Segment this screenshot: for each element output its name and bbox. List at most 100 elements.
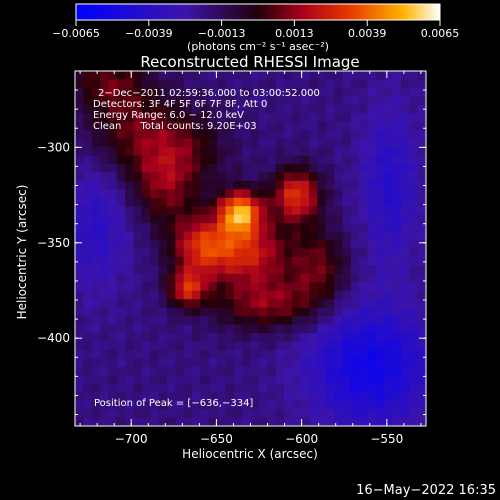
heatmap-cell (133, 223, 143, 233)
heatmap-cell (150, 155, 160, 165)
heatmap-cell (309, 409, 318, 419)
heatmap-cell (258, 231, 268, 241)
heatmap-cell (417, 417, 426, 426)
heatmap-cell (91, 265, 101, 275)
heatmap-cell (233, 240, 243, 250)
heatmap-cell (400, 113, 410, 123)
colorbar-ticks: −0.0065 −0.0039 −0.0013 0.0013 0.0039 0.0065 (52, 20, 459, 40)
heatmap-cell (417, 273, 426, 283)
heatmap-cell (225, 104, 235, 114)
heatmap-cell (217, 231, 227, 241)
heatmap-cell (275, 248, 285, 258)
heatmap-cell (334, 256, 344, 266)
heatmap-cell (342, 290, 352, 300)
heatmap-cell (342, 265, 352, 275)
heatmap-cell (83, 104, 93, 114)
heatmap-cell (283, 130, 293, 140)
heatmap-cell (317, 400, 327, 410)
heatmap-cell (384, 87, 394, 97)
heatmap-cell (150, 206, 160, 216)
heatmap-cell (392, 163, 402, 174)
heatmap-cell (375, 349, 385, 359)
heatmap-cell (200, 231, 210, 241)
heatmap-cell (384, 223, 394, 233)
heatmap-cell (267, 383, 277, 393)
heatmap-cell (225, 265, 235, 275)
heatmap-cell (400, 358, 410, 368)
heatmap-cell (334, 349, 344, 359)
heatmap-cell (242, 366, 252, 376)
heatmap-cell (100, 223, 110, 233)
heatmap-cell (250, 197, 260, 207)
heatmap-cell (342, 121, 352, 131)
heatmap-cell (242, 333, 252, 343)
heatmap-cell (242, 223, 252, 233)
heatmap-cell (242, 282, 252, 292)
heatmap-cell (409, 358, 419, 368)
heatmap-cell (375, 256, 385, 266)
heatmap-cell (359, 333, 369, 343)
heatmap-cell (250, 138, 260, 148)
heatmap-cell (317, 290, 327, 300)
heatmap-cell (292, 282, 302, 292)
heatmap-cell (300, 299, 310, 309)
heatmap-cell (350, 121, 360, 131)
heatmap-cell (267, 417, 277, 426)
heatmap-cell (250, 265, 260, 275)
heatmap-cell (392, 248, 402, 258)
heatmap-cell (233, 383, 243, 393)
heatmap-cell (375, 147, 385, 157)
heatmap-cell (375, 104, 385, 114)
colorbar-tick-label: 0.0039 (348, 27, 387, 40)
heatmap-cell (258, 197, 268, 207)
heatmap-cell (283, 189, 293, 199)
heatmap-cell (317, 180, 327, 190)
heatmap-cell (342, 400, 352, 410)
heatmap-cell (217, 240, 227, 250)
heatmap-cell (225, 349, 235, 359)
heatmap-cell (334, 223, 344, 233)
heatmap-cell (166, 324, 176, 334)
heatmap-cell (292, 206, 302, 216)
heatmap-cell (150, 383, 160, 393)
heatmap-cell (208, 299, 218, 309)
heatmap-cell (325, 290, 335, 300)
heatmap-cell (133, 71, 143, 81)
heatmap-cell (367, 307, 377, 317)
heatmap-cell (409, 383, 419, 393)
heatmap-cell (125, 358, 135, 368)
heatmap-cell (75, 307, 84, 317)
heatmap-cell (250, 231, 260, 241)
heatmap-cell (208, 341, 218, 351)
heatmap-cell (192, 155, 201, 165)
heatmap-cell (317, 113, 327, 123)
heatmap-cell (108, 180, 118, 190)
heatmap-cell (116, 113, 126, 123)
heatmap-cell (258, 130, 268, 140)
heatmap-cell (192, 358, 201, 368)
heatmap-cell (300, 392, 310, 402)
heatmap-cell (384, 248, 394, 258)
heatmap-cell (150, 71, 160, 81)
heatmap-cell (91, 163, 101, 174)
heatmap-cell (183, 409, 193, 419)
heatmap-cell (183, 121, 193, 131)
heatmap-cell (100, 282, 110, 292)
heatmap-cell (141, 71, 151, 81)
heatmap-cell (141, 172, 151, 182)
heatmap-cell (309, 417, 318, 426)
heatmap-cell (400, 307, 410, 317)
heatmap-cell (409, 96, 419, 106)
heatmap-cell (283, 138, 293, 148)
heatmap-cell (292, 96, 302, 106)
heatmap-cell (342, 383, 352, 393)
heatmap-cell (100, 130, 110, 140)
heatmap-cell (392, 282, 402, 292)
heatmap-cell (116, 383, 126, 393)
heatmap-cell (300, 79, 310, 89)
heatmap-cell (384, 316, 394, 326)
heatmap-cell (166, 290, 176, 300)
heatmap-cell (250, 358, 260, 368)
heatmap-cell (275, 307, 285, 317)
heatmap-cell (250, 333, 260, 343)
